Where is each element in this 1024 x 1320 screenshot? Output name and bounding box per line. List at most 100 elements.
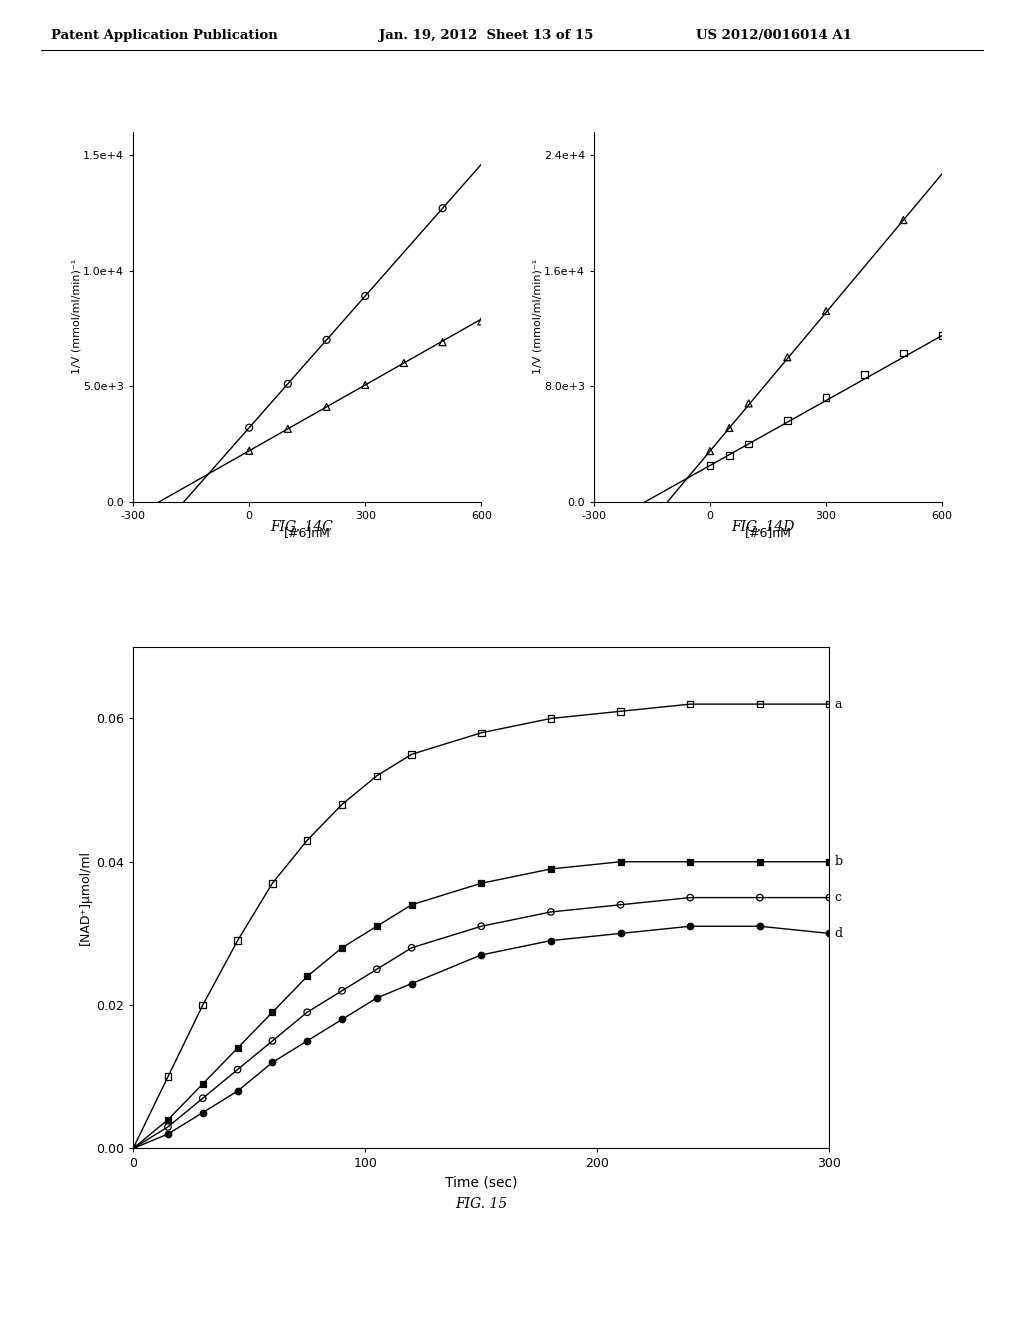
Point: [160, 1109, 176, 1130]
Y-axis label: 1/V (mmol/ml/min)⁻¹: 1/V (mmol/ml/min)⁻¹: [72, 259, 82, 375]
Text: a: a: [835, 698, 842, 710]
Point: [543, 708, 559, 729]
Point: [701, 441, 718, 462]
Point: [856, 364, 872, 385]
Point: [299, 1002, 315, 1023]
Point: [125, 1138, 141, 1159]
Point: [264, 1052, 281, 1073]
Point: [318, 329, 335, 350]
Point: [369, 766, 385, 787]
Point: [125, 1138, 141, 1159]
Point: [229, 931, 246, 952]
Point: [682, 916, 698, 937]
Point: [403, 743, 420, 764]
Text: d: d: [835, 927, 842, 940]
Point: [543, 902, 559, 923]
Point: [264, 1031, 281, 1052]
Point: [543, 858, 559, 879]
Point: [229, 1038, 246, 1059]
Point: [934, 325, 950, 346]
Point: [818, 387, 835, 408]
Point: [682, 887, 698, 908]
X-axis label: Time (sec): Time (sec): [445, 1176, 517, 1191]
Point: [125, 1138, 141, 1159]
Point: [779, 411, 796, 432]
Point: [895, 342, 911, 363]
Point: [473, 873, 489, 894]
Text: Patent Application Publication: Patent Application Publication: [51, 29, 278, 42]
Point: [369, 958, 385, 979]
Point: [264, 873, 281, 894]
Point: [821, 851, 838, 873]
Point: [682, 693, 698, 714]
Point: [701, 455, 718, 477]
Text: b: b: [835, 855, 842, 869]
Point: [160, 1067, 176, 1088]
Point: [434, 198, 451, 219]
Point: [612, 894, 629, 915]
Point: [473, 916, 489, 937]
Point: [334, 937, 350, 958]
Point: [818, 301, 835, 322]
Point: [403, 973, 420, 994]
X-axis label: [#6]nM: [#6]nM: [744, 527, 792, 539]
Point: [280, 374, 296, 395]
Point: [821, 693, 838, 714]
Point: [740, 393, 757, 414]
Point: [357, 375, 374, 396]
Point: [752, 851, 768, 873]
Point: [241, 441, 257, 462]
Point: [334, 981, 350, 1002]
Point: [612, 701, 629, 722]
Text: FIG. 14D: FIG. 14D: [731, 520, 795, 533]
Point: [779, 347, 796, 368]
Point: [160, 1117, 176, 1138]
Point: [612, 923, 629, 944]
Point: [195, 1073, 211, 1094]
Point: [357, 285, 374, 306]
Point: [369, 987, 385, 1008]
Point: [821, 923, 838, 944]
Point: [740, 433, 757, 454]
Point: [395, 352, 412, 374]
Point: [473, 312, 489, 333]
Point: [752, 693, 768, 714]
Point: [434, 331, 451, 352]
Point: [318, 396, 335, 417]
Point: [229, 1081, 246, 1102]
Point: [334, 1008, 350, 1030]
Point: [752, 887, 768, 908]
Point: [821, 887, 838, 908]
Point: [895, 210, 911, 231]
Point: [334, 793, 350, 814]
Point: [264, 1002, 281, 1023]
Point: [280, 418, 296, 440]
Point: [195, 1102, 211, 1123]
Text: c: c: [835, 891, 841, 904]
Point: [543, 931, 559, 952]
Point: [195, 1088, 211, 1109]
Point: [752, 916, 768, 937]
X-axis label: [#6]nM: [#6]nM: [284, 527, 331, 539]
Point: [612, 851, 629, 873]
Point: [229, 1059, 246, 1080]
Point: [299, 830, 315, 851]
Y-axis label: [NAD⁺]μmol/ml: [NAD⁺]μmol/ml: [79, 850, 92, 945]
Point: [721, 417, 737, 438]
Point: [473, 722, 489, 743]
Point: [125, 1138, 141, 1159]
Point: [299, 1031, 315, 1052]
Text: FIG. 14C: FIG. 14C: [270, 520, 334, 533]
Text: US 2012/0016014 A1: US 2012/0016014 A1: [696, 29, 852, 42]
Point: [473, 944, 489, 965]
Point: [403, 937, 420, 958]
Point: [369, 916, 385, 937]
Text: FIG. 15: FIG. 15: [455, 1197, 508, 1210]
Point: [299, 966, 315, 987]
Point: [160, 1123, 176, 1144]
Y-axis label: 1/V (mmol/ml/min)⁻¹: 1/V (mmol/ml/min)⁻¹: [532, 259, 543, 375]
Point: [241, 417, 257, 438]
Text: Jan. 19, 2012  Sheet 13 of 15: Jan. 19, 2012 Sheet 13 of 15: [379, 29, 593, 42]
Point: [682, 851, 698, 873]
Point: [721, 445, 737, 466]
